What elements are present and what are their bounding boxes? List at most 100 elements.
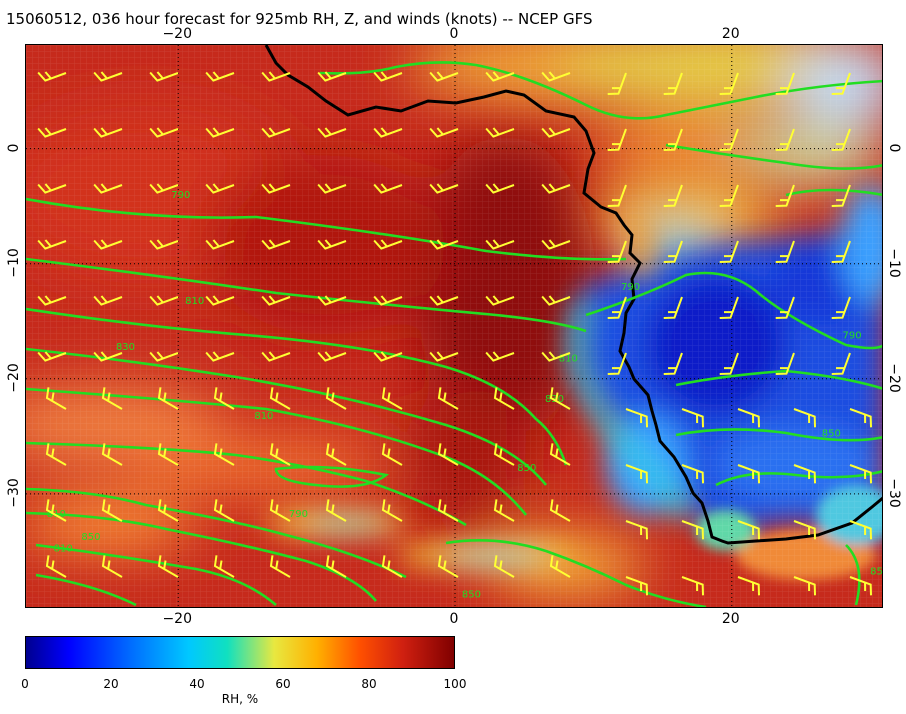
wind-barb (381, 443, 403, 466)
wind-barb (429, 351, 459, 362)
wind-barb (149, 127, 179, 138)
wind-barb (737, 408, 761, 428)
wind-barb (325, 555, 347, 578)
wind-barb (663, 296, 683, 320)
colorbar-tick-label: 100 (443, 677, 467, 691)
contour-label: 790 (289, 509, 308, 520)
colorbar-tick-label: 0 (21, 677, 29, 691)
wind-barb (625, 520, 649, 540)
wind-barb (93, 351, 123, 362)
wind-barb (681, 520, 705, 540)
wind-barb (719, 72, 739, 96)
wind-barb (607, 352, 627, 376)
wind-barb (269, 555, 291, 578)
wind-barb (157, 499, 179, 522)
wind-barb (317, 351, 347, 362)
wind-barb (381, 499, 403, 522)
wind-barb (775, 128, 795, 152)
wind-barb (205, 351, 235, 362)
wind-barb (849, 464, 873, 484)
wind-barb (101, 499, 123, 522)
wind-barb (607, 72, 627, 96)
wind-barb (157, 555, 179, 578)
contour-label: 790 (171, 190, 190, 201)
wind-barbs (37, 71, 873, 596)
wind-barb (149, 351, 179, 362)
wind-barb (849, 520, 873, 540)
contour-label: 850 (517, 463, 536, 474)
wind-barb (719, 296, 739, 320)
contour-label: 850 (870, 566, 883, 577)
coastline (264, 45, 882, 545)
wind-barb (45, 387, 67, 410)
wind-barb (541, 71, 571, 82)
wind-barb (373, 295, 403, 306)
axis-tick-label: −20 (6, 363, 22, 393)
wind-barb (373, 183, 403, 194)
colorbar-tick-label: 20 (103, 677, 119, 691)
wind-barb (663, 128, 683, 152)
wind-barb (205, 239, 235, 250)
grid-texture (26, 45, 882, 607)
wind-barb (37, 183, 67, 194)
wind-barb (157, 443, 179, 466)
wind-barb (93, 239, 123, 250)
contour-label: 850 (81, 532, 100, 543)
wind-barb (45, 443, 67, 466)
wind-barb (719, 240, 739, 264)
rh-field (26, 45, 882, 607)
wind-barb (625, 576, 649, 596)
wind-barb (663, 352, 683, 376)
wind-barb (793, 408, 817, 428)
wind-barb (437, 443, 459, 466)
wind-barb (437, 499, 459, 522)
wind-barb (45, 499, 67, 522)
map-panel[interactable]: 790 810 830 810 850 830 810 790 790 850 790 810 810 8… (25, 44, 883, 608)
wind-barb (625, 408, 649, 428)
wind-barb (793, 464, 817, 484)
wind-barb (269, 443, 291, 466)
wind-barb (493, 555, 515, 578)
axis-tick-label: 0 (449, 611, 459, 627)
wind-barb (261, 127, 291, 138)
wind-barb (37, 295, 67, 306)
rh-colorbar (25, 636, 455, 669)
wind-barb (317, 183, 347, 194)
axis-tick-label: 0 (6, 143, 22, 153)
wind-barb (269, 387, 291, 410)
wind-barb (101, 443, 123, 466)
wind-barb (775, 296, 795, 320)
colorbar-tick-label: 60 (275, 677, 291, 691)
wind-barb (541, 351, 571, 362)
wind-barb (663, 184, 683, 208)
wind-barb (325, 387, 347, 410)
wind-barb (429, 183, 459, 194)
wind-barb (325, 499, 347, 522)
wind-barb (663, 72, 683, 96)
wind-barb (541, 127, 571, 138)
wind-barb (45, 555, 67, 578)
wind-barb (607, 128, 627, 152)
wind-barb (37, 239, 67, 250)
wind-barb (373, 127, 403, 138)
wind-barb (549, 387, 571, 410)
wind-barb (317, 71, 347, 82)
wind-barb (373, 239, 403, 250)
wind-barb (607, 240, 627, 264)
wind-barb (831, 296, 851, 320)
wind-barb (549, 555, 571, 578)
wind-barb (625, 464, 649, 484)
wind-barb (149, 183, 179, 194)
axis-tick-label: −20 (162, 611, 192, 627)
colorbar-tick-label: 80 (361, 677, 377, 691)
wind-barb (831, 352, 851, 376)
axis-tick-label: 20 (721, 611, 740, 627)
wind-barb (719, 184, 739, 208)
wind-barb (485, 183, 515, 194)
colorbar-gradient (26, 637, 454, 668)
wind-barb (205, 183, 235, 194)
wind-barb (37, 71, 67, 82)
wind-barb (101, 387, 123, 410)
wind-barb (93, 71, 123, 82)
wind-barb (485, 239, 515, 250)
